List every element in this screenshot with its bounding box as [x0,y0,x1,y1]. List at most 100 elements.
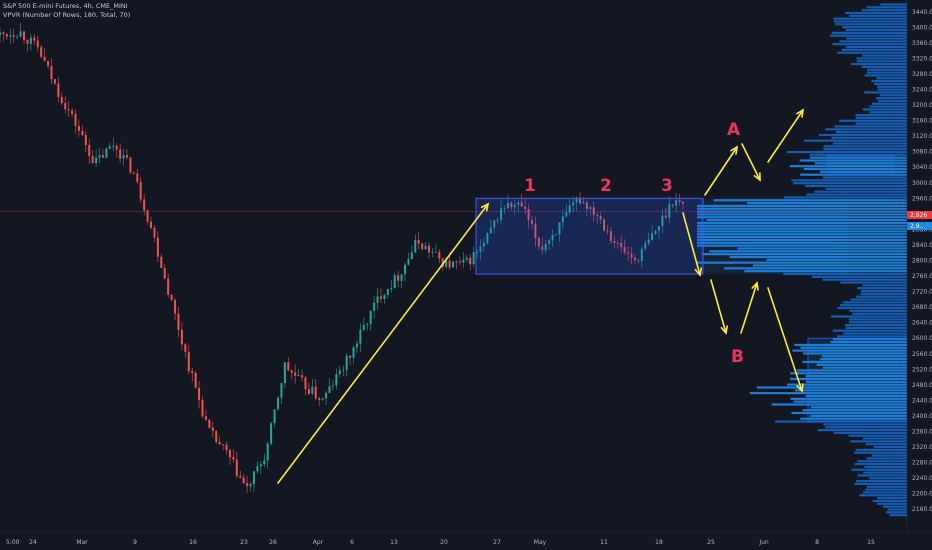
vp-bar [860,292,907,295]
candle-body [280,383,283,398]
price-tick-3400: 3400.00 [912,24,932,31]
vp-bar [829,34,907,37]
vp-bar [697,204,907,208]
price-tick-2960: 2960.00 [912,195,932,202]
vp-bar [845,28,907,32]
candle-body [678,200,681,202]
time-tick-18: 15 [867,539,875,546]
vp-bar [867,71,907,74]
candle-body [582,202,585,204]
vp-bar [766,258,907,261]
vp-bar [877,497,907,500]
vp-bar [697,207,907,210]
candle-body [112,145,115,147]
candle-body [469,257,472,265]
vp-range-upper [827,155,894,176]
candle-body [174,300,177,314]
candle-body [633,257,636,261]
candle-body [194,372,197,389]
price-tick-3240: 3240.00 [912,87,932,94]
candle-body [489,227,492,234]
vp-bar [833,17,907,20]
candle-body [242,477,245,484]
vp-bar [831,136,907,139]
candle-body [355,343,358,348]
candle-body [400,274,403,281]
candle-body [40,47,43,57]
vp-bar [706,218,907,222]
candle-body [403,264,406,275]
candle-body [637,260,640,261]
candle-body [544,243,547,251]
vp-bar [790,377,907,381]
vp-bar [857,460,907,463]
vp-bar [880,3,907,6]
candle-body [510,202,513,208]
arrow-b-down-2 [767,287,804,393]
candle-body [349,355,352,358]
candle-body [661,215,664,227]
candle-body [585,202,588,210]
price-tick-3280: 3280.00 [912,71,932,78]
vp-bar [809,153,907,156]
candle-body [342,369,345,371]
candle-body [331,385,334,387]
candle-body [589,207,592,210]
vp-bar [851,468,907,471]
candle-body [462,259,465,263]
candle-body [359,329,362,344]
vp-bar [697,236,907,239]
price-tick-3000: 3000.00 [912,180,932,187]
vp-bar [832,329,907,332]
candle-body [537,237,540,247]
vp-bar [820,170,907,173]
indicator-legend[interactable]: VPVR (Number Of Rows, 180, Total, 70) [3,11,131,19]
vp-bar [856,60,907,63]
candle-body [362,325,365,330]
candles [0,23,684,493]
vp-bar [814,190,907,193]
arrow-a-down [741,143,761,182]
candle-body [150,221,153,228]
candle-body [88,145,91,156]
vp-bar [849,309,907,312]
symbol-legend[interactable]: S&P 500 E-mini Futures, 4h, CME_MINI [3,2,128,10]
candle-body [338,370,341,375]
price-axis[interactable] [907,0,932,550]
price-tick-2720: 2720.00 [912,289,932,296]
vp-bar [869,105,907,108]
candle-body [664,215,667,218]
vp-bar [820,358,907,361]
candle-body [246,483,249,487]
candle-body [314,386,317,399]
candle-body [465,257,468,260]
candle-body [424,245,427,250]
price-tick-2400: 2400.00 [912,413,932,420]
vp-bar [848,318,907,321]
candle-body [410,252,413,260]
candle-body [657,226,660,231]
annotation-2: 2 [600,176,612,196]
candle-body [218,442,221,445]
candle-body [318,398,321,400]
vp-bar [833,20,907,23]
vp-bar [806,193,907,196]
vp-bar [861,9,907,12]
candle-body [493,220,496,228]
candle-body [366,324,369,326]
price-tick-2760: 2760.00 [912,273,932,280]
time-axis[interactable] [0,532,932,550]
candle-body [675,200,678,206]
vp-bar [697,244,907,247]
vp-bar [867,68,907,71]
candle-body [0,32,1,36]
vp-bar [856,57,907,60]
vp-bar [799,159,907,162]
candle-body [345,355,348,370]
vp-bar [793,400,907,403]
vp-bar [786,150,907,154]
vp-bar [749,392,907,395]
vp-bar [864,74,907,77]
time-tick-17: 8 [815,539,819,546]
